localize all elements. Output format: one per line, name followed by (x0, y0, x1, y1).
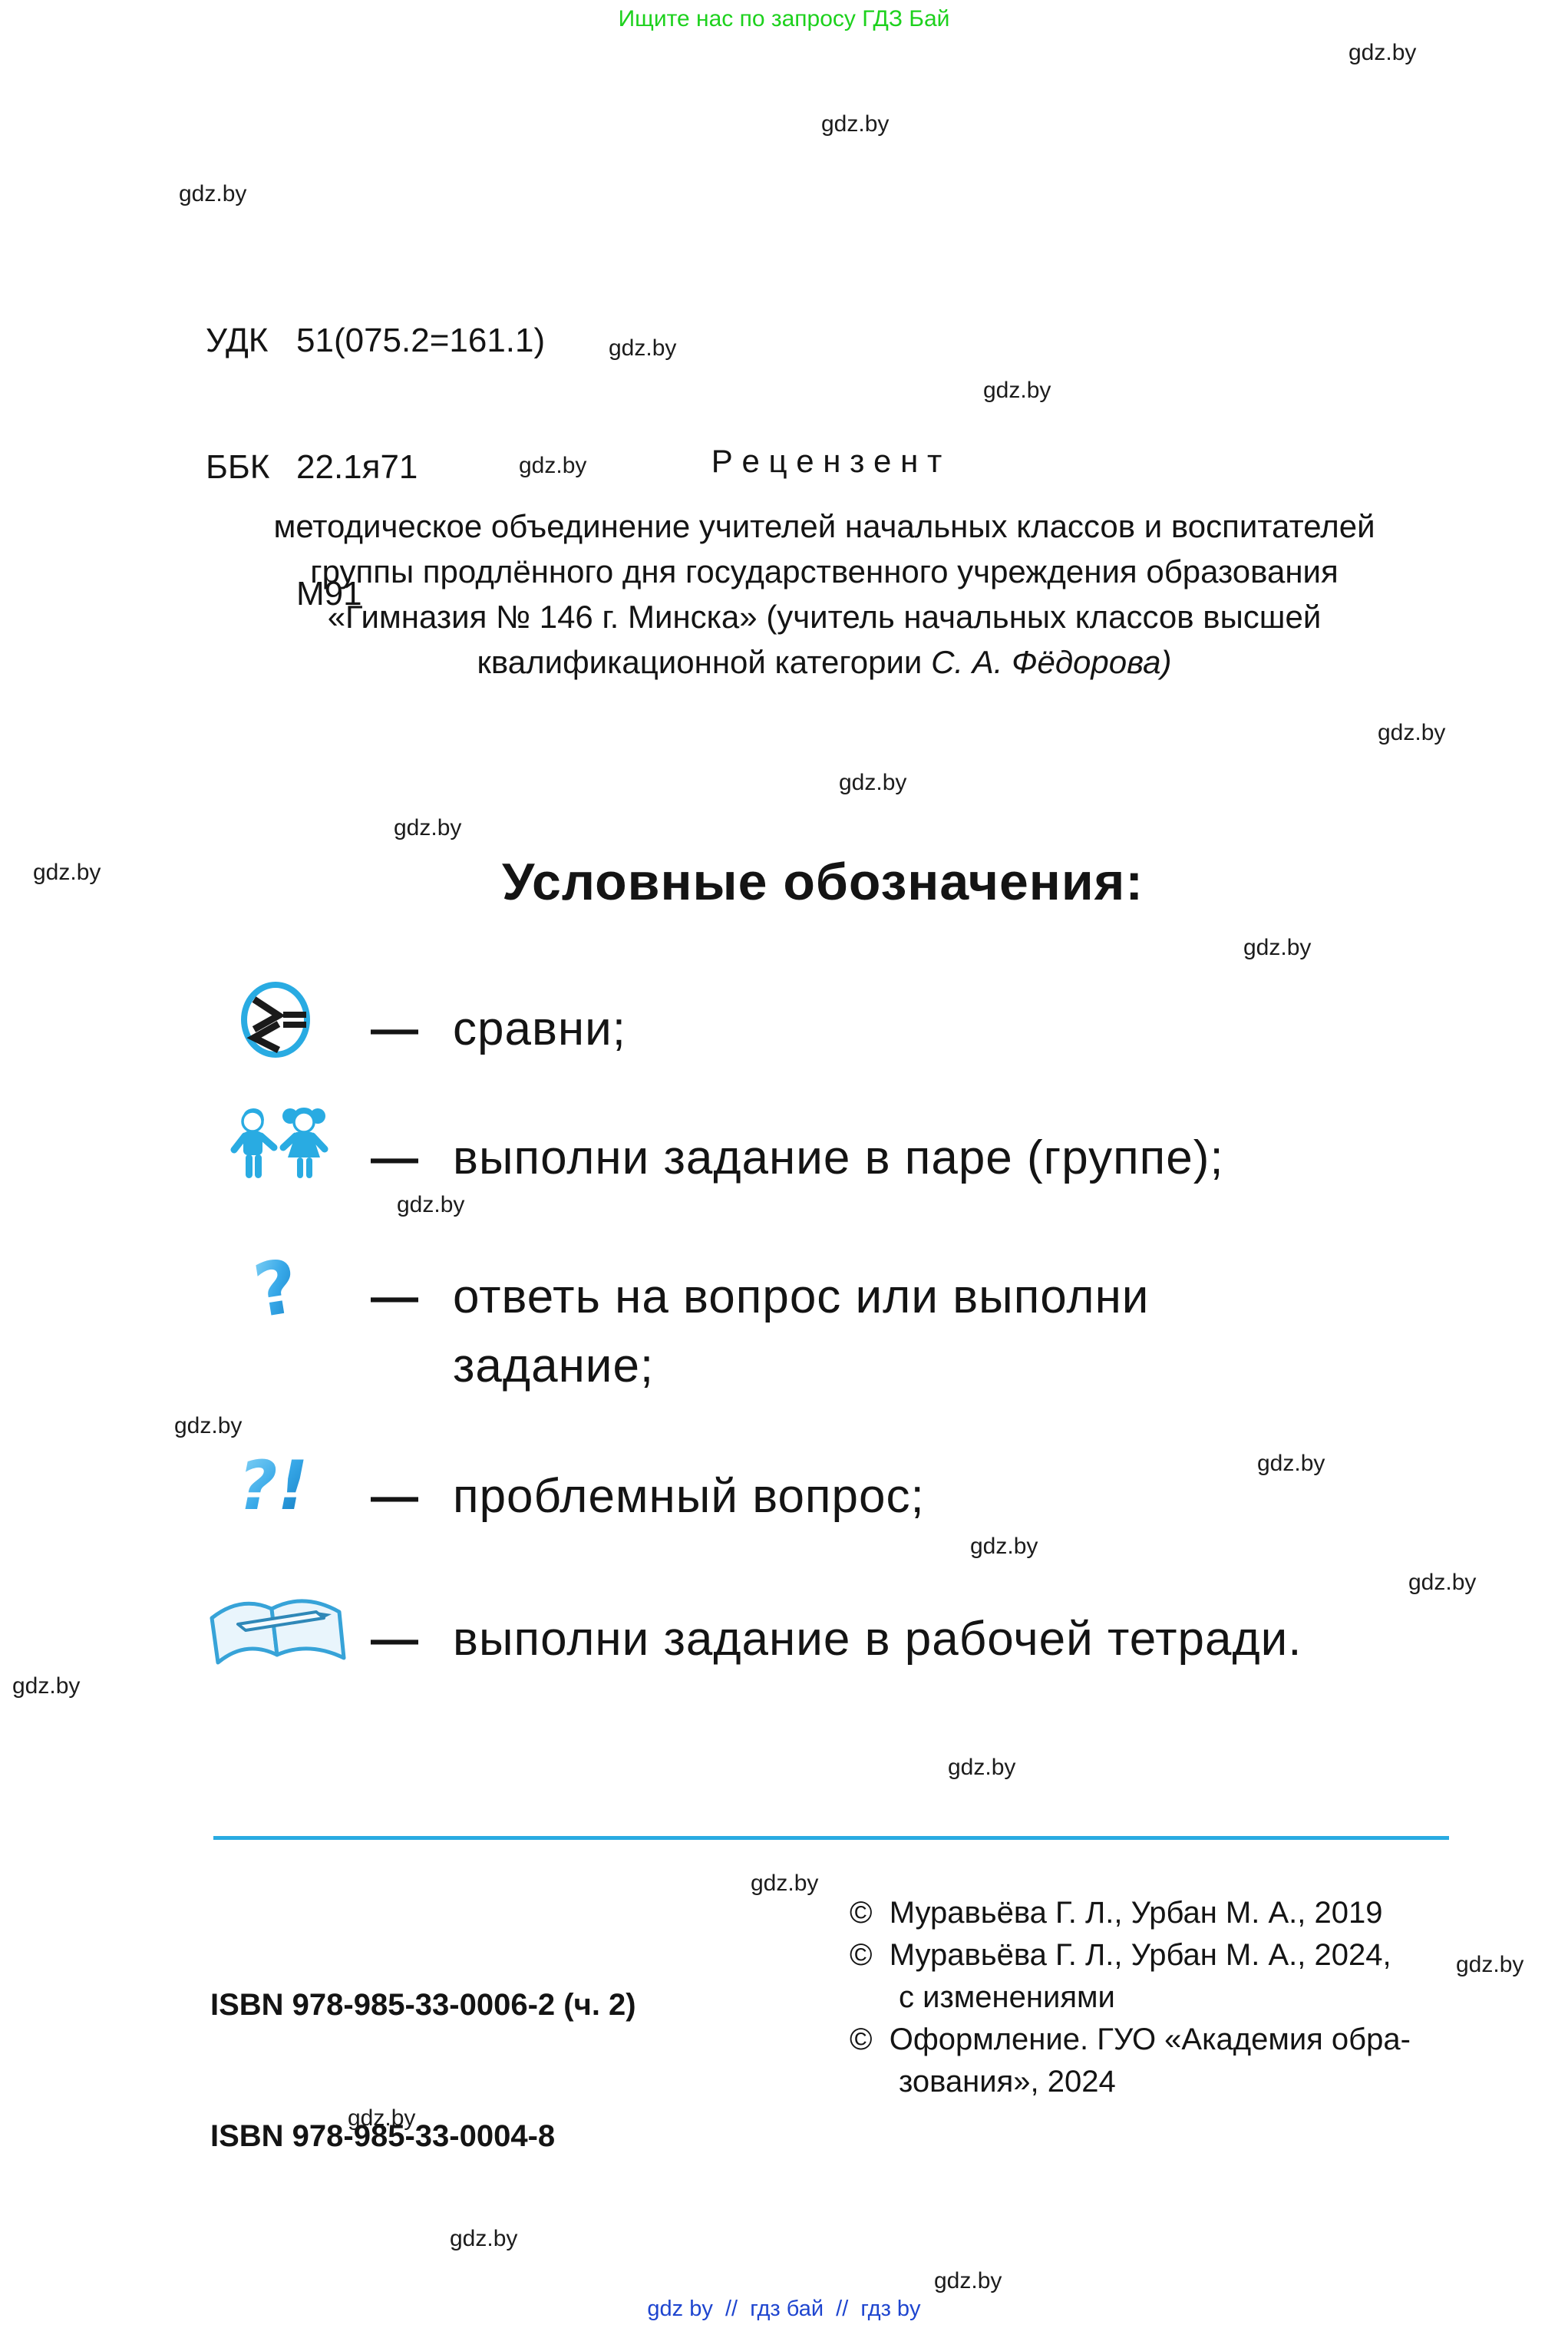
gdz-watermark: gdz.by (948, 1755, 1016, 1780)
bibliographic-block: УДК 51(075.2=161.1) ББК 22.1я71 М91 (206, 235, 545, 699)
reviewer-line: квалификационной категории С. А. Фёдоров… (477, 644, 1172, 680)
isbn-block: ISBN 978-985-33-0006-2 (ч. 2) ISBN 978-9… (210, 1896, 636, 2246)
svg-text:?: ? (248, 1251, 304, 1329)
gdz-watermark: gdz.by (1378, 720, 1446, 745)
gdz-watermark: gdz.by (839, 770, 907, 795)
legend-dash: — (371, 1131, 419, 1184)
legend-item-label: ответь на вопрос или выполни (453, 1270, 1150, 1323)
reviewer-line: методическое объединение учителей началь… (273, 508, 1375, 544)
promo-note: Ищите нас по запросу ГДЗ Бай (618, 6, 950, 31)
legend-item-label: выполни задание в паре (группе); (453, 1131, 1224, 1184)
question-icon: ? (244, 1243, 309, 1334)
gdz-watermark: gdz.by (1348, 40, 1417, 65)
isbn-part-line: ISBN 978-985-33-0006-2 (ч. 2) (210, 1988, 636, 2022)
isbn-full-line: ISBN 978-985-33-0004-8 (210, 2119, 556, 2153)
gdz-watermark: gdz.by (983, 378, 1051, 403)
legend-item-label: сравни; (453, 1002, 626, 1055)
legend-item: — сравни; (371, 995, 626, 1064)
legend-item: — проблемный вопрос; (371, 1462, 925, 1531)
legend-item: — выполни задание в рабочей тетради. (371, 1605, 1302, 1674)
copyright-line: зования», 2024 (899, 2065, 1116, 2099)
legend-item: — выполни задание в паре (группе); (371, 1124, 1224, 1193)
copyright-line: © Муравьёва Г. Л., Урбан М. А., 2024, (850, 1938, 1391, 1972)
reviewer-heading: Р е ц е н з е н т (711, 443, 942, 479)
gdz-watermark: gdz.by (751, 1871, 819, 1896)
legend-dash: — (371, 1613, 419, 1666)
gdz-watermark: gdz.by (519, 453, 587, 478)
legend-dash: — (371, 1270, 419, 1323)
gdz-watermark: gdz.by (12, 1673, 81, 1699)
gdz-watermark: gdz.by (450, 2226, 518, 2251)
gdz-watermark: gdz.by (1243, 935, 1312, 960)
svg-text:?!: ?! (238, 1448, 308, 1525)
copyright-line: с изменениями (899, 1980, 1115, 2014)
bbk-value: 22.1я71 (296, 448, 418, 486)
reviewer-line: «Гимназия № 146 г. Минска» (учитель нача… (327, 599, 1322, 635)
gdz-watermark: gdz.by (394, 815, 462, 840)
gdz-watermark: gdz.by (179, 181, 247, 206)
gdz-watermark: gdz.by (1456, 1952, 1524, 1977)
bbk-line: ББК 22.1я71 (206, 446, 545, 488)
gdz-watermark: gdz.by (397, 1192, 465, 1217)
compare-icon (240, 981, 311, 1062)
legend-item-label: проблемный вопрос; (453, 1470, 925, 1523)
gdz-watermark: gdz.by (970, 1534, 1038, 1559)
legend-item-label: выполни задание в рабочей тетради. (453, 1613, 1302, 1666)
udk-line: УДК 51(075.2=161.1) (206, 319, 545, 362)
udk-label: УДК (206, 322, 269, 359)
divider-line (213, 1836, 1449, 1840)
copyright-line: © Оформление. ГУО «Академия обра- (850, 2023, 1411, 2056)
reviewer-paragraph: методическое объединение учителей началь… (134, 504, 1515, 685)
reviewer-name: С. А. Фёдорова) (931, 644, 1172, 680)
copyright-block: © Муравьёва Г. Л., Урбан М. А., 2019 © М… (850, 1892, 1487, 2103)
gdz-watermark: gdz.by (348, 2105, 416, 2131)
copyright-line: © Муравьёва Г. Л., Урбан М. А., 2019 (850, 1896, 1383, 1930)
udk-value: 51(075.2=161.1) (296, 322, 546, 359)
legend-dash: — (371, 1002, 419, 1055)
pair-work-icon (227, 1104, 335, 1209)
legend-dash: — (371, 1470, 419, 1523)
gdz-watermark: gdz.by (33, 860, 101, 885)
footer-links[interactable]: gdz by // гдз бай // гдз by (647, 2297, 921, 2321)
legend-heading: Условные обозначения: (501, 853, 1144, 911)
bbk-label: ББК (206, 448, 270, 486)
reviewer-line: группы продлённого дня государственного … (310, 553, 1339, 589)
legend-item: — ответь на вопрос или выполни задание; (371, 1263, 1149, 1401)
gdz-watermark: gdz.by (609, 335, 677, 361)
author-code: М91 (296, 575, 362, 613)
gdz-watermark: gdz.by (1257, 1451, 1325, 1476)
gdz-watermark: gdz.by (821, 111, 890, 137)
gdz-watermark: gdz.by (1408, 1570, 1477, 1595)
workbook-icon (201, 1584, 352, 1685)
problem-question-icon: ?! (227, 1446, 324, 1530)
legend-item-label: задание; (453, 1339, 655, 1392)
gdz-watermark: gdz.by (174, 1413, 243, 1438)
gdz-watermark: gdz.by (934, 2268, 1002, 2293)
